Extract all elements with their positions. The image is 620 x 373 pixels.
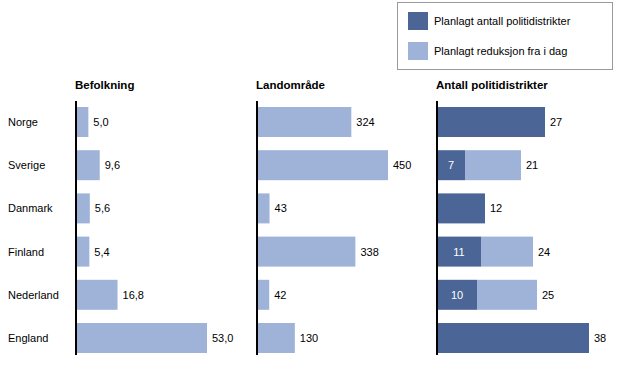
bar-segment <box>437 150 465 180</box>
legend-label: Planlagt antall politidistrikter <box>434 15 571 27</box>
bar <box>76 237 89 267</box>
legend-swatch <box>408 42 428 60</box>
category-label: Danmark <box>8 202 53 214</box>
data-label: 338 <box>360 246 378 258</box>
panel: Befolkning Norge 5,0 Sverige 9,6 Danmark 5,6 Fi… <box>8 79 233 355</box>
panel: Landområde 324 450 43 338 42 130 <box>256 79 411 355</box>
labels: 324 450 43 338 42 130 <box>274 116 411 344</box>
total-label: 24 <box>538 246 550 258</box>
bar-segment <box>437 237 481 267</box>
segment-label: 7 <box>448 159 454 171</box>
category-label: Sverige <box>8 159 45 171</box>
chart-root: Befolkning Norge 5,0 Sverige 9,6 Danmark 5,6 Fi… <box>0 0 620 373</box>
data-label: 53,0 <box>212 332 233 344</box>
bar <box>257 193 270 223</box>
bar <box>257 323 295 353</box>
legend-label: Planlagt reduksjon fra i dag <box>434 45 567 57</box>
segment-label: 10 <box>451 289 463 301</box>
bars <box>437 107 589 353</box>
total-label: 38 <box>594 332 606 344</box>
labels: 27 7 21 12 11 24 10 25 38 <box>448 116 606 344</box>
data-label: 43 <box>275 202 287 214</box>
data-label: 9,6 <box>105 159 120 171</box>
category-label: Norge <box>8 116 38 128</box>
bar-segment <box>481 237 533 267</box>
bars <box>76 107 207 353</box>
bar <box>76 193 90 223</box>
bar-segment <box>437 107 545 137</box>
data-label: 5,4 <box>94 246 109 258</box>
bar <box>257 107 351 137</box>
data-label: 16,8 <box>123 289 144 301</box>
data-label: 5,6 <box>95 202 110 214</box>
total-label: 25 <box>542 289 554 301</box>
bar <box>257 237 355 267</box>
bar <box>76 107 88 137</box>
data-label: 324 <box>356 116 374 128</box>
legend: Planlagt antall politidistrikter Planlagt… <box>398 3 613 70</box>
labels: Norge 5,0 Sverige 9,6 Danmark 5,6 Finland 5,4 Ne… <box>8 116 233 344</box>
category-label: Nederland <box>8 289 59 301</box>
panel: Antall politidistrikter 27 7 21 12 11 24 10 25 38 <box>436 79 606 355</box>
total-label: 12 <box>490 202 502 214</box>
bar-segment <box>437 323 589 353</box>
bar-segment <box>437 193 485 223</box>
bar <box>76 280 118 310</box>
data-label: 42 <box>274 289 286 301</box>
panel-title: Befolkning <box>75 79 134 91</box>
bar <box>257 150 388 180</box>
bar <box>257 280 269 310</box>
segment-label: 11 <box>453 246 464 258</box>
total-label: 21 <box>526 159 538 171</box>
bar <box>76 323 207 353</box>
bar-segment <box>477 280 537 310</box>
axis-line <box>75 101 77 355</box>
bar-segment <box>437 280 477 310</box>
data-label: 130 <box>300 332 318 344</box>
legend-box <box>398 3 613 70</box>
total-label: 27 <box>550 116 562 128</box>
panel-title: Landområde <box>256 79 325 91</box>
data-label: 450 <box>393 159 411 171</box>
axis-line <box>436 101 438 355</box>
panel-title: Antall politidistrikter <box>436 79 548 91</box>
legend-swatch <box>408 12 428 30</box>
bar <box>76 150 100 180</box>
data-label: 5,0 <box>93 116 108 128</box>
category-label: Finland <box>8 246 44 258</box>
bars <box>257 107 388 353</box>
category-label: England <box>8 332 48 344</box>
axis-line <box>256 101 258 355</box>
bar-segment <box>465 150 521 180</box>
